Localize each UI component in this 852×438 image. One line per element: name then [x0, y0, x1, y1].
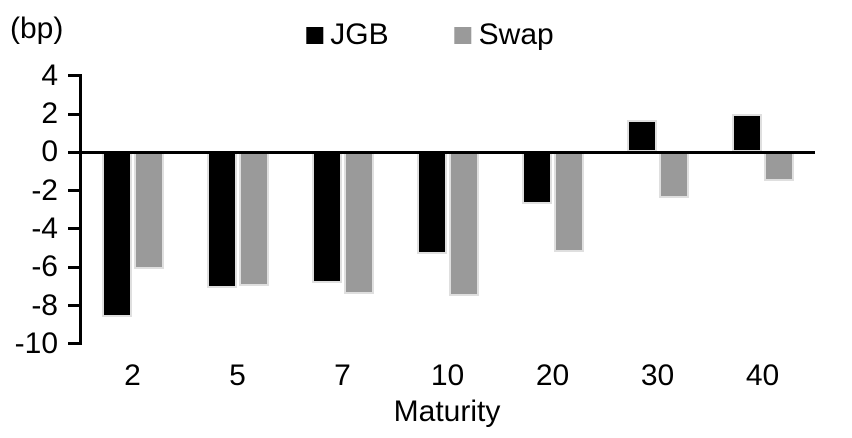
y-axis-tick-label: -10 — [14, 326, 58, 360]
y-axis-line — [79, 74, 82, 346]
bar-jgb-30 — [626, 119, 657, 153]
y-axis-tick — [68, 227, 80, 231]
y-axis-tick-label: 2 — [41, 97, 58, 130]
x-axis-tick-label: 7 — [334, 359, 351, 392]
bar-jgb-20 — [521, 151, 552, 204]
y-axis-tick-label: -6 — [31, 250, 58, 284]
x-axis-zero-line — [80, 150, 815, 154]
y-axis-unit-label: (bp) — [10, 12, 64, 45]
bar-jgb-2 — [101, 151, 132, 317]
bar-jgb-7 — [311, 151, 342, 283]
x-axis-title: Maturity — [393, 395, 501, 428]
x-axis-tick-label: 10 — [430, 359, 465, 392]
bar-swap-40 — [763, 151, 794, 182]
x-axis-tick-label: 40 — [745, 359, 780, 392]
bar-swap-30 — [658, 151, 689, 199]
x-axis-tick-label: 5 — [229, 359, 246, 392]
x-axis-tick-label: 20 — [535, 359, 570, 392]
bar-jgb-40 — [731, 114, 762, 153]
bar-jgb-5 — [206, 151, 237, 289]
legend-marker-swap-icon — [454, 26, 472, 44]
legend-marker-jgb-icon — [306, 26, 324, 44]
legend-label-jgb: JGB — [330, 18, 389, 51]
x-axis-tick-label: 30 — [640, 359, 675, 392]
legend-label-swap: Swap — [478, 18, 554, 51]
y-axis-tick-label: 0 — [41, 135, 58, 169]
y-axis-tick — [68, 342, 80, 346]
y-axis-tick — [68, 74, 80, 78]
y-axis-tick — [68, 150, 80, 154]
bar-swap-20 — [553, 151, 584, 252]
bar-swap-5 — [238, 151, 269, 287]
legend-item-jgb: JGB — [306, 18, 389, 52]
legend: JGB Swap — [306, 18, 554, 52]
y-axis-tick — [68, 189, 80, 193]
y-axis-tick — [68, 265, 80, 269]
bar-swap-2 — [133, 151, 164, 270]
x-axis-tick-label: 2 — [124, 359, 141, 392]
bar-swap-7 — [343, 151, 374, 294]
bar-jgb-10 — [416, 151, 447, 254]
y-axis-tick-label: -2 — [31, 173, 58, 207]
y-axis-tick — [68, 112, 80, 116]
y-axis-tick — [68, 304, 80, 307]
y-axis-tick-label: -4 — [31, 211, 58, 245]
y-axis-tick-label: -8 — [31, 288, 58, 322]
legend-item-swap: Swap — [454, 18, 554, 52]
bar-swap-10 — [448, 151, 479, 296]
y-axis-tick-label: 4 — [41, 58, 58, 92]
